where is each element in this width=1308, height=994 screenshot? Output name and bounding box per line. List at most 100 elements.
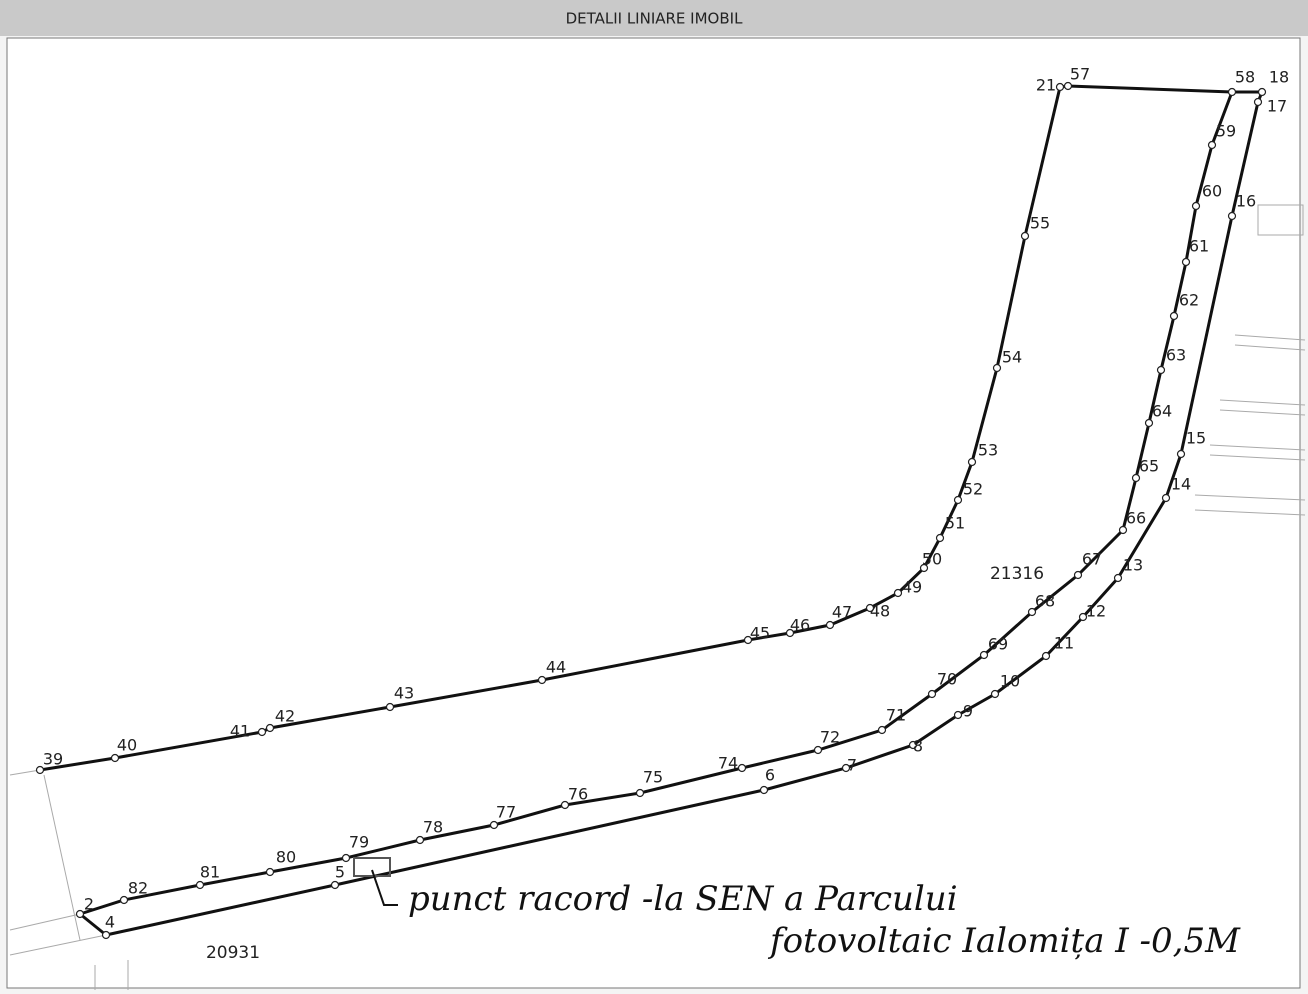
- node: [1027, 607, 1037, 617]
- header-bar: [0, 0, 1308, 36]
- node: [919, 563, 929, 573]
- node: [489, 820, 499, 830]
- node: [1063, 81, 1073, 91]
- node-label: 16: [1236, 192, 1256, 211]
- node: [537, 675, 547, 685]
- node: [1055, 82, 1065, 92]
- node: [990, 689, 1000, 699]
- node: [759, 785, 769, 795]
- node: [1131, 473, 1141, 483]
- node-label: 9: [963, 702, 973, 721]
- node: [110, 753, 120, 763]
- node-label: 55: [1030, 214, 1050, 233]
- node: [385, 702, 395, 712]
- node-label: 53: [978, 441, 998, 460]
- node: [257, 727, 267, 737]
- node: [75, 909, 85, 919]
- node: [1020, 231, 1030, 241]
- background-lines: [9, 204, 1306, 990]
- node-label: 52: [963, 480, 983, 499]
- node: [979, 650, 989, 660]
- node: [1191, 201, 1201, 211]
- boundary-line: [105, 101, 1260, 937]
- annotation-arrow: [371, 869, 398, 906]
- annotation-line: punct racord -la SEN a Parcului: [408, 879, 958, 919]
- node: [877, 725, 887, 735]
- header-title: DETALII LINIARE IMOBIL: [566, 10, 744, 28]
- node: [1161, 493, 1171, 503]
- node-label: 68: [1035, 592, 1055, 611]
- node-label: 13: [1123, 556, 1143, 575]
- node-label: 80: [276, 848, 296, 867]
- node-label: 8: [913, 737, 923, 756]
- node-label: 50: [922, 550, 942, 569]
- node-label: 48: [870, 602, 890, 621]
- node-label: 46: [790, 616, 810, 635]
- node: [893, 588, 903, 598]
- node-label: 42: [275, 707, 295, 726]
- node-label: 51: [945, 514, 965, 533]
- node-label: 71: [886, 706, 906, 725]
- connection-marker: [353, 857, 391, 877]
- node: [1176, 449, 1186, 459]
- node-label: 63: [1166, 346, 1186, 365]
- node: [415, 835, 425, 845]
- node: [927, 689, 937, 699]
- node: [865, 603, 875, 613]
- node-label: 58: [1235, 68, 1255, 87]
- node: [953, 710, 963, 720]
- node: [195, 880, 205, 890]
- node: [935, 533, 945, 543]
- node: [785, 628, 795, 638]
- node-label: 47: [832, 603, 852, 622]
- node: [119, 895, 129, 905]
- node-label: 14: [1171, 475, 1191, 494]
- node: [1227, 211, 1237, 221]
- node-label: 7: [847, 756, 857, 775]
- node-label: 62: [1179, 291, 1199, 310]
- node-label: 67: [1082, 550, 1102, 569]
- parcel-label: 20931: [206, 943, 260, 963]
- node: [1227, 87, 1237, 97]
- node: [908, 740, 918, 750]
- node-label: 10: [1000, 672, 1020, 691]
- node-label: 78: [423, 818, 443, 837]
- node-label: 39: [43, 750, 63, 769]
- node: [35, 765, 45, 775]
- node-label: 5: [335, 863, 345, 882]
- node: [1181, 257, 1191, 267]
- node-label: 61: [1189, 237, 1209, 256]
- node: [560, 800, 570, 810]
- node-label: 12: [1086, 602, 1106, 621]
- node-label: 81: [200, 863, 220, 882]
- node: [1041, 651, 1051, 661]
- node-label: 65: [1139, 457, 1159, 476]
- node: [1169, 311, 1179, 321]
- node: [1144, 418, 1154, 428]
- node-label: 59: [1216, 122, 1236, 141]
- node-label: 17: [1267, 97, 1287, 116]
- node-label: 6: [765, 766, 775, 785]
- node-label: 82: [128, 879, 148, 898]
- map-area: [6, 37, 1301, 989]
- node: [1257, 87, 1267, 97]
- node-label: 69: [988, 635, 1008, 654]
- node-label: 41: [230, 722, 250, 741]
- node: [265, 723, 275, 733]
- node: [825, 620, 835, 630]
- node-label: 66: [1126, 509, 1146, 528]
- node: [1073, 570, 1083, 580]
- node-label: 75: [643, 768, 663, 787]
- node-label: 72: [820, 728, 840, 747]
- boundary-line: [79, 912, 107, 937]
- node-label: 57: [1070, 65, 1090, 84]
- node: [330, 880, 340, 890]
- node-label: 4: [105, 913, 115, 932]
- node: [341, 853, 351, 863]
- node: [743, 635, 753, 645]
- annotation-line: fotovoltaic Ialomița I -0,5M: [767, 921, 1241, 961]
- node-label: 2: [84, 895, 94, 914]
- node-label: 15: [1186, 429, 1206, 448]
- node-label: 21: [1036, 76, 1056, 95]
